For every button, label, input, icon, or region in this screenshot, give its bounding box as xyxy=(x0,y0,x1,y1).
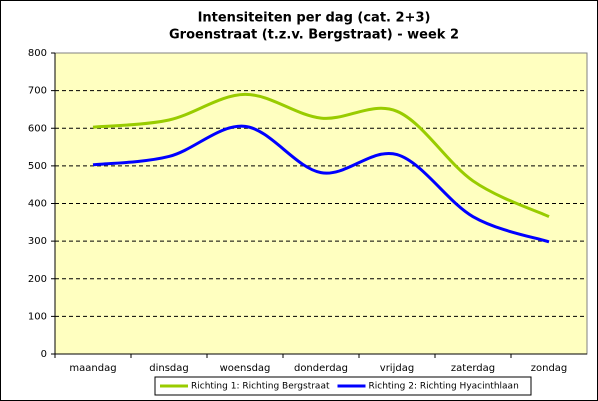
legend-label: Richting 1: Richting Bergstraat xyxy=(191,382,330,392)
y-tick-label: 700 xyxy=(28,86,47,97)
x-tick-label: vrijdag xyxy=(380,363,414,374)
y-tick-label: 500 xyxy=(28,161,47,172)
chart-subtitle: Groenstraat (t.z.v. Bergstraat) - week 2 xyxy=(169,28,459,43)
series-line xyxy=(92,124,550,244)
chart-title: Intensiteiten per dag (cat. 2+3) xyxy=(198,11,431,26)
y-tick-label: 400 xyxy=(28,199,47,210)
y-tick-label: 600 xyxy=(28,123,47,134)
y-tick-label: 800 xyxy=(28,48,47,59)
y-tick-label: 100 xyxy=(28,311,47,322)
x-tick-label: zondag xyxy=(531,363,568,374)
series-line xyxy=(92,92,550,219)
y-tick-label: 0 xyxy=(41,349,47,360)
legend-label: Richting 2: Richting Hyacinthlaan xyxy=(369,382,519,392)
x-tick-label: woensdag xyxy=(220,363,271,374)
y-tick-label: 300 xyxy=(28,236,47,247)
x-tick-label: zaterdag xyxy=(451,363,495,374)
x-tick-label: maandag xyxy=(69,363,116,374)
y-tick-label: 200 xyxy=(28,274,47,285)
x-tick-label: donderdag xyxy=(294,363,348,374)
x-tick-label: dinsdag xyxy=(149,363,189,374)
